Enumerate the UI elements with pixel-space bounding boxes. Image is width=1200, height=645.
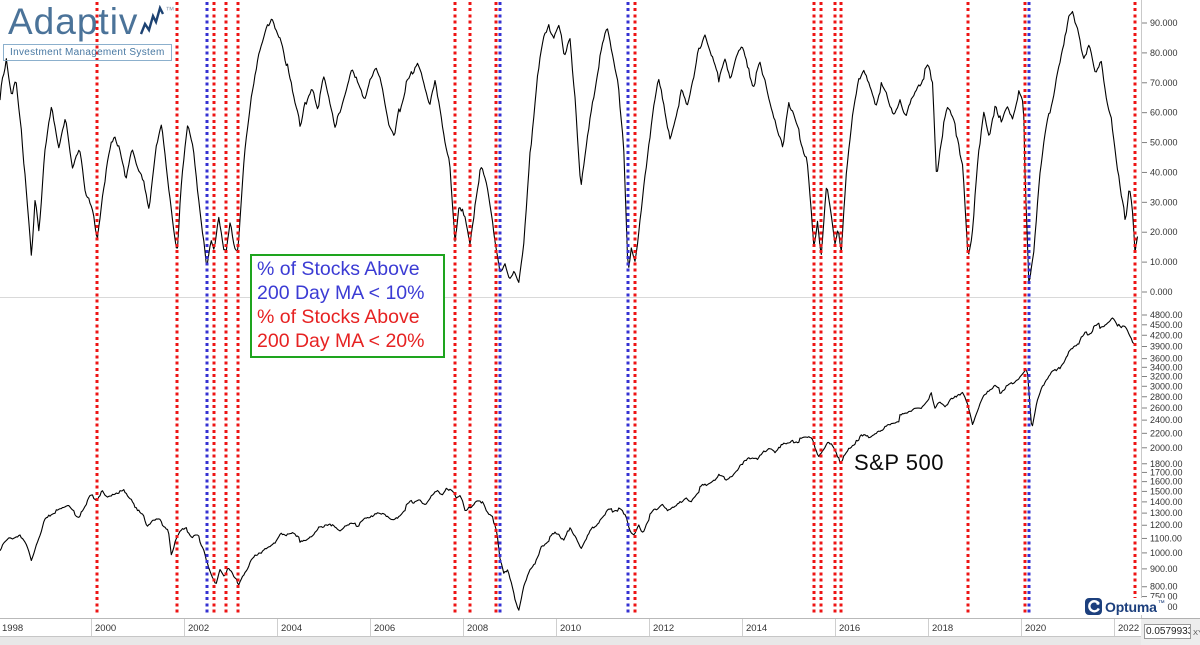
y-tick-label: 30.000 — [1150, 197, 1178, 207]
y-tick-label: 10.000 — [1150, 257, 1178, 267]
logo-trademark: ™ — [165, 5, 175, 15]
legend-blue-text-line2: 200 Day MA < 10% — [257, 282, 425, 304]
y-tick-label: 60.000 — [1150, 108, 1178, 118]
y-tick-label: 4800.00 — [1150, 310, 1183, 320]
y-tick-label: 0.000 — [1150, 287, 1173, 297]
y-tick-label: 3900.00 — [1150, 342, 1183, 352]
optuma-logo-text: Optuma — [1105, 598, 1157, 615]
y-tick-label: 3200.00 — [1150, 372, 1183, 382]
adaptiv-logo-subtitle: Investment Management System — [3, 44, 172, 61]
y-tick-label: 20.000 — [1150, 227, 1178, 237]
y-tick-label: 2800.00 — [1150, 392, 1183, 402]
y-tick-label: 800.00 — [1150, 582, 1178, 592]
x-tick-label: 2014 — [746, 623, 767, 634]
y-tick-label: 1100.00 — [1150, 533, 1182, 543]
x-tick-label: 2002 — [188, 623, 209, 634]
y-tick-label: 3400.00 — [1150, 362, 1183, 372]
sp500-label: S&P 500 — [854, 450, 944, 475]
legend-blue-text-line1: % of Stocks Above — [257, 258, 420, 280]
y-tick-label: 1500.00 — [1150, 486, 1183, 496]
y-tick-label: 1700.00 — [1150, 467, 1183, 477]
crosshair-value-box[interactable]: 0.0579933 — [1144, 624, 1191, 639]
optuma-logo[interactable]: Optuma ™ — [1083, 598, 1167, 615]
y-tick-label: 1200.00 — [1150, 520, 1183, 530]
x-tick-label: 1998 — [2, 623, 23, 634]
adaptiv-logo: Adaptiv ™ Investment Management System — [3, 3, 174, 61]
x-tick-label: 2008 — [467, 623, 488, 634]
x-tick-label: 2000 — [95, 623, 116, 634]
y-tick-label: 1400.00 — [1150, 497, 1183, 507]
y-tick-label: 3000.00 — [1150, 381, 1183, 391]
y-tick-label: 1600.00 — [1150, 477, 1183, 487]
y-tick-label: 90.000 — [1150, 18, 1178, 28]
x-tick-label: 2012 — [653, 623, 674, 634]
optuma-trademark: ™ — [1157, 599, 1165, 607]
threshold-legend[interactable]: % of Stocks Above 200 Day MA < 10% % of … — [250, 254, 445, 358]
y-tick-label: 4200.00 — [1150, 330, 1183, 340]
x-tick-label: 2016 — [839, 623, 860, 634]
logo-chart-icon — [140, 5, 165, 35]
y-tick-label: 1000.00 — [1150, 548, 1183, 558]
bottom-bar — [0, 636, 1200, 645]
y-tick-label: 1300.00 — [1150, 508, 1183, 518]
status-bar: 0.0579933 XY — [1141, 618, 1200, 645]
y-tick-label: 2600.00 — [1150, 403, 1183, 413]
y-tick-label: 750.00 — [1150, 592, 1178, 602]
adaptiv-logo-row: Adaptiv ™ — [8, 3, 174, 41]
y-tick-label: 70.000 — [1150, 78, 1178, 88]
x-tick-label: 2018 — [932, 623, 953, 634]
sp500-series-line — [0, 317, 1135, 611]
x-tick-label: 2004 — [281, 623, 302, 634]
y-tick-label: 80.000 — [1150, 48, 1178, 58]
y-tick-label: 2400.00 — [1150, 415, 1183, 425]
adaptiv-logo-text: Adaptiv — [8, 1, 139, 42]
x-tick-label: 2010 — [560, 623, 581, 634]
legend-red-text-line2: 200 Day MA < 20% — [257, 330, 425, 352]
y-tick-label: 1800.00 — [1150, 459, 1183, 469]
xy-unit-label: XY — [1193, 628, 1200, 637]
x-tick-label: 2022 — [1118, 623, 1139, 634]
legend-red-text-line1: % of Stocks Above — [257, 306, 420, 328]
y-tick-label: 2200.00 — [1150, 428, 1183, 438]
x-tick-label: 2020 — [1025, 623, 1046, 634]
breadth-series-line — [0, 10, 1139, 283]
optuma-icon — [1085, 598, 1102, 615]
x-tick-label: 2006 — [374, 623, 395, 634]
y-tick-label: 40.000 — [1150, 167, 1178, 177]
y-tick-label: 3600.00 — [1150, 354, 1183, 364]
y-tick-label: 2000.00 — [1150, 443, 1183, 453]
y-tick-label: 4500.00 — [1150, 320, 1183, 330]
y-tick-label: 50.000 — [1150, 138, 1178, 148]
y-tick-label: 900.00 — [1150, 564, 1178, 574]
